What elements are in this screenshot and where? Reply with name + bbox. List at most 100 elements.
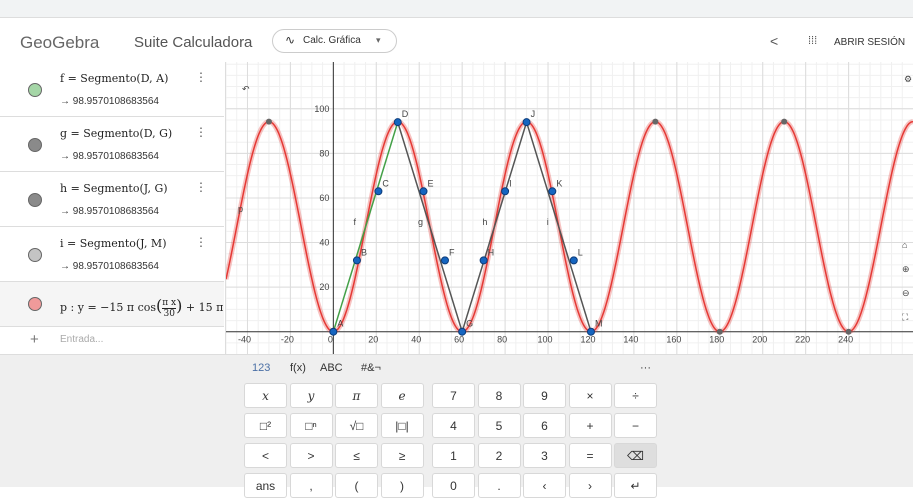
algebra-panel: f = Segmento(D, A) → 98.9570108683564 ⋮ g =… [0, 62, 226, 354]
x-tick-label: 180 [709, 335, 724, 345]
key[interactable]: 5 [477, 413, 521, 438]
view-button: ⛶ [901, 312, 909, 322]
algebra-item[interactable]: g = Segmento(D, G) → 98.9570108683564 ⋮ [0, 117, 224, 172]
key[interactable]: 4 [432, 413, 475, 438]
point-label: M [595, 319, 603, 329]
x-tick-label: 240 [838, 335, 853, 345]
key[interactable]: |□| [380, 413, 424, 438]
extremum-point [265, 118, 272, 125]
mode-label: Calc. Gráfica [303, 35, 361, 46]
keyboard-tab[interactable]: ··· [640, 362, 651, 374]
keyboard-tab[interactable]: 123 [252, 362, 271, 374]
algebra-item[interactable]: h = Segmento(J, G) → 98.9570108683564 ⋮ [0, 172, 224, 227]
y-tick-label: 20 [319, 282, 329, 292]
x-tick-label: 160 [666, 335, 681, 345]
input-placeholder: Entrada... [60, 334, 104, 345]
keyboard-tab[interactable]: f(x) [290, 362, 306, 374]
point [548, 187, 557, 196]
definition: f = Segmento(D, A) [60, 72, 169, 85]
key[interactable]: ≤ [335, 443, 378, 468]
x-tick-label: 40 [411, 335, 421, 345]
value: 98.9570108683564 [72, 261, 159, 272]
key[interactable]: ÷ [614, 383, 657, 408]
dropdown-icon: ▾ [376, 35, 381, 45]
menu-icon[interactable]: ⋮ [195, 125, 207, 139]
key[interactable]: 1 [432, 443, 475, 468]
key[interactable]: > [289, 443, 333, 468]
value-row: → 98.9570108683564 [60, 261, 159, 272]
segment-label: h [482, 217, 487, 227]
key[interactable]: 3 [523, 443, 566, 468]
browser-bar [0, 0, 913, 18]
key[interactable]: = [568, 443, 612, 468]
login-button[interactable]: ABRIR SESIÓN [834, 37, 906, 48]
visibility-dot [28, 193, 42, 207]
key[interactable]: + [568, 413, 612, 438]
algebra-item[interactable]: p : y = −15 π cos(π x 30) + 15 π [0, 282, 224, 327]
point [374, 187, 383, 196]
key[interactable]: x [244, 383, 287, 408]
input-row[interactable]: + Entrada... [0, 327, 224, 354]
point [522, 118, 531, 127]
undo-icon: ↶ [242, 84, 250, 94]
x-tick-label: -20 [281, 335, 294, 345]
value: 98.9570108683564 [72, 206, 159, 217]
definition: g = Segmento(D, G) [60, 127, 173, 140]
key[interactable]: 9 [523, 383, 566, 408]
x-tick-label: 0 [328, 335, 333, 345]
visibility-dot [28, 248, 42, 262]
key[interactable]: 8 [477, 383, 521, 408]
point-label: E [428, 178, 434, 188]
algebra-item[interactable]: i = Segmento(J, M) → 98.9570108683564 ⋮ [0, 227, 224, 282]
key[interactable]: e [380, 383, 424, 408]
point-label: L [578, 247, 583, 257]
key[interactable]: ≥ [380, 443, 424, 468]
app-name: Suite Calculadora [134, 34, 253, 51]
key[interactable]: □ⁿ [289, 413, 333, 438]
point [440, 256, 449, 265]
menu-icon[interactable]: ⋮ [195, 70, 207, 84]
key[interactable]: √□ [335, 413, 378, 438]
x-tick-label: 220 [795, 335, 810, 345]
visibility-dot [28, 138, 42, 152]
value: 98.9570108683564 [72, 151, 159, 162]
denominator: 30 [163, 308, 175, 319]
key[interactable]: 6 [523, 413, 566, 438]
segment-label: f [354, 217, 357, 227]
key[interactable]: ⌫ [614, 443, 657, 468]
key[interactable]: □² [244, 413, 287, 438]
algebra-item[interactable]: f = Segmento(D, A) → 98.9570108683564 ⋮ [0, 62, 224, 117]
x-tick-label: 20 [368, 335, 378, 345]
point [586, 327, 595, 336]
arrow: → [60, 206, 73, 217]
value-row: → 98.9570108683564 [60, 96, 159, 107]
point-label: C [382, 178, 389, 188]
key[interactable]: π [335, 383, 378, 408]
mode-icon: ∿ [285, 33, 296, 47]
key[interactable]: × [568, 383, 612, 408]
key[interactable]: 2 [477, 443, 521, 468]
point-label: G [466, 319, 473, 329]
share-icon[interactable]: < [770, 33, 779, 49]
key[interactable]: − [614, 413, 657, 438]
point [501, 187, 510, 196]
key[interactable]: < [244, 443, 287, 468]
segment [397, 121, 463, 332]
formula-head: p : y = −15 π cos [60, 301, 157, 314]
mode-button[interactable]: ∿ Calc. Gráfica ▾ [272, 29, 397, 53]
segment [332, 121, 399, 332]
keyboard-tab[interactable]: #&¬ [361, 362, 381, 374]
point [479, 256, 488, 265]
formula-tail: + 15 π [185, 301, 224, 314]
menu-icon[interactable]: ⋮ [195, 180, 207, 194]
keyboard-tab[interactable]: ABC [320, 362, 343, 374]
visibility-dot [28, 297, 42, 311]
x-tick-label: 80 [497, 335, 507, 345]
settings-icon: ⚙ [904, 74, 912, 84]
function-definition: p : y = −15 π cos(π x 30) + 15 π [60, 296, 223, 319]
apps-icon[interactable]: ⁞⁞⁞ [808, 35, 818, 47]
key[interactable]: 7 [432, 383, 475, 408]
key[interactable]: y [289, 383, 333, 408]
x-tick-label: -40 [238, 335, 251, 345]
menu-icon[interactable]: ⋮ [195, 235, 207, 249]
